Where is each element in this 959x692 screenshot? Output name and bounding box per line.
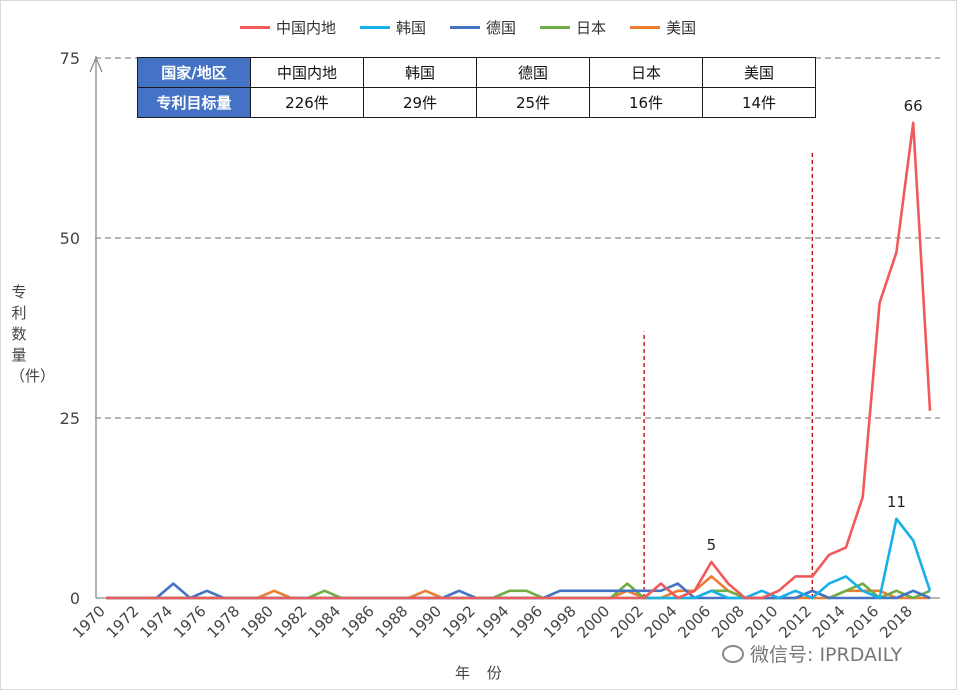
table-cell: 16件 [589,87,703,118]
data-label: 66 [904,97,923,115]
x-tick-label: 1994 [473,602,513,642]
x-tick-label: 1982 [271,602,311,642]
x-tick-label: 2018 [876,602,916,642]
table-row-countries: 国家/地区 中国内地 韩国 德国 日本 美国 [137,57,816,88]
table-cell: 韩国 [363,57,477,88]
x-tick-label: 2016 [843,602,883,642]
x-tick-label: 1984 [305,602,345,642]
x-tick-label: 1992 [439,602,479,642]
legend-swatch [240,25,270,29]
legend-swatch [450,25,481,29]
y-tick-label: 0 [70,589,80,608]
x-tick-label: 1976 [170,602,210,642]
table-cell: 25件 [476,87,590,118]
data-label: 5 [707,536,717,554]
x-tick-label: 1990 [405,602,445,642]
x-tick-label: 2004 [641,602,681,642]
x-tick-label: 2006 [674,602,714,642]
legend-item-usa[interactable]: 美国 [630,17,696,38]
table-row-counts: 专利目标量 226件 29件 25件 16件 14件 [137,87,816,118]
legend-label: 美国 [666,18,697,37]
watermark-text: 微信号: IPRDAILY [750,644,903,666]
legend: 中国内地 韩国 德国 日本 美国 [240,15,696,39]
y-axis-label: 专利数量（件） [10,283,56,385]
series-line [106,517,932,600]
legend-label: 日本 [576,18,607,37]
legend-label: 中国内地 [276,18,337,37]
x-tick-label: 1980 [237,602,277,642]
x-tick-label: 2008 [708,602,748,642]
legend-label: 德国 [486,18,517,37]
legend-item-japan[interactable]: 日本 [540,17,606,38]
legend-item-germany[interactable]: 德国 [450,17,516,38]
x-tick-label: 1974 [136,602,176,642]
table-header-cell: 专利目标量 [137,87,251,118]
y-tick-label: 50 [60,229,80,248]
x-axis-label: 年 份 [455,664,508,682]
table-cell: 德国 [476,57,590,88]
x-tick-label: 1988 [372,602,412,642]
patent-summary-table: 国家/地区 中国内地 韩国 德国 日本 美国 专利目标量 226件 29件 25… [137,57,816,118]
x-tick-label: 2002 [607,602,647,642]
x-tick-label: 1986 [338,602,378,642]
table-cell: 美国 [702,57,816,88]
table-cell: 226件 [250,87,364,118]
table-cell: 中国内地 [250,57,364,88]
y-tick-label: 75 [60,49,80,68]
x-tick-label: 1998 [540,602,580,642]
x-tick-label: 2010 [742,602,782,642]
y-axis-arrow [89,56,103,73]
x-tick-label: 2012 [775,602,815,642]
watermark: 微信号: IPRDAILY [722,640,902,667]
data-label: 11 [887,493,906,511]
x-tick-label: 1978 [204,602,244,642]
x-tick-label: 1970 [69,602,109,642]
legend-item-china[interactable]: 中国内地 [240,17,336,38]
legend-label: 韩国 [396,18,427,37]
legend-swatch [360,25,391,29]
y-tick-label: 25 [60,409,80,428]
x-tick-label: 1996 [506,602,546,642]
x-tick-label: 1972 [103,602,143,642]
table-header-cell: 国家/地区 [137,57,251,88]
series-line [106,121,932,600]
legend-swatch [630,25,661,29]
table-cell: 14件 [702,87,816,118]
wechat-icon [722,644,744,663]
legend-item-korea[interactable]: 韩国 [360,17,426,38]
table-cell: 日本 [589,57,703,88]
legend-swatch [540,25,571,29]
x-tick-label: 2000 [574,602,614,642]
x-tick-label: 2014 [809,602,849,642]
table-cell: 29件 [363,87,477,118]
